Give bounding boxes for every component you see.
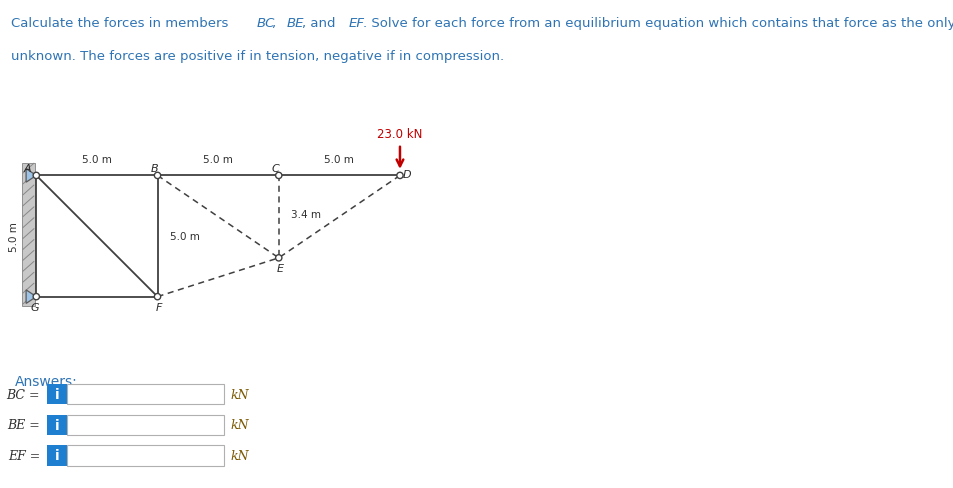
Circle shape xyxy=(154,294,160,300)
Text: BC =: BC = xyxy=(7,388,40,401)
Text: BE: BE xyxy=(287,17,304,30)
Circle shape xyxy=(154,173,160,179)
Text: Calculate the forces in members: Calculate the forces in members xyxy=(11,17,233,30)
Text: kN: kN xyxy=(231,388,249,401)
Circle shape xyxy=(275,173,281,179)
Text: unknown. The forces are positive if in tension, negative if in compression.: unknown. The forces are positive if in t… xyxy=(11,50,504,63)
Polygon shape xyxy=(22,164,35,306)
Text: 3.4 m: 3.4 m xyxy=(291,210,320,220)
Text: i: i xyxy=(55,418,59,432)
FancyBboxPatch shape xyxy=(47,415,68,435)
Text: D: D xyxy=(402,170,411,180)
Circle shape xyxy=(396,173,403,179)
Text: E: E xyxy=(276,264,283,273)
FancyBboxPatch shape xyxy=(68,445,224,466)
Text: 5.0 m: 5.0 m xyxy=(324,155,354,165)
Text: 5.0 m: 5.0 m xyxy=(203,155,233,165)
Polygon shape xyxy=(26,290,36,304)
Circle shape xyxy=(275,255,281,262)
Text: 23.0 kN: 23.0 kN xyxy=(376,128,422,141)
Text: C: C xyxy=(271,163,278,173)
Circle shape xyxy=(33,294,39,300)
FancyBboxPatch shape xyxy=(68,384,224,405)
Text: BC: BC xyxy=(256,17,274,30)
Text: A: A xyxy=(23,163,30,173)
Text: 5.0 m: 5.0 m xyxy=(82,155,112,165)
FancyBboxPatch shape xyxy=(47,445,68,466)
FancyBboxPatch shape xyxy=(68,415,224,435)
Polygon shape xyxy=(26,169,36,183)
Text: ,: , xyxy=(272,17,280,30)
Text: G: G xyxy=(30,302,39,312)
Text: F: F xyxy=(155,302,162,312)
Text: i: i xyxy=(55,448,59,463)
Text: , and: , and xyxy=(302,17,339,30)
Text: EF =: EF = xyxy=(8,449,40,462)
Text: EF: EF xyxy=(348,17,364,30)
Circle shape xyxy=(33,173,39,179)
Text: kN: kN xyxy=(231,418,249,431)
Text: i: i xyxy=(55,387,59,401)
Text: 5.0 m: 5.0 m xyxy=(10,222,19,251)
Text: B: B xyxy=(151,163,158,173)
Text: BE =: BE = xyxy=(8,418,40,431)
Text: Answers:: Answers: xyxy=(15,374,77,388)
Text: kN: kN xyxy=(231,449,249,462)
Text: . Solve for each force from an equilibrium equation which contains that force as: . Solve for each force from an equilibri… xyxy=(363,17,953,30)
Text: 5.0 m: 5.0 m xyxy=(170,231,199,242)
FancyBboxPatch shape xyxy=(47,384,68,405)
